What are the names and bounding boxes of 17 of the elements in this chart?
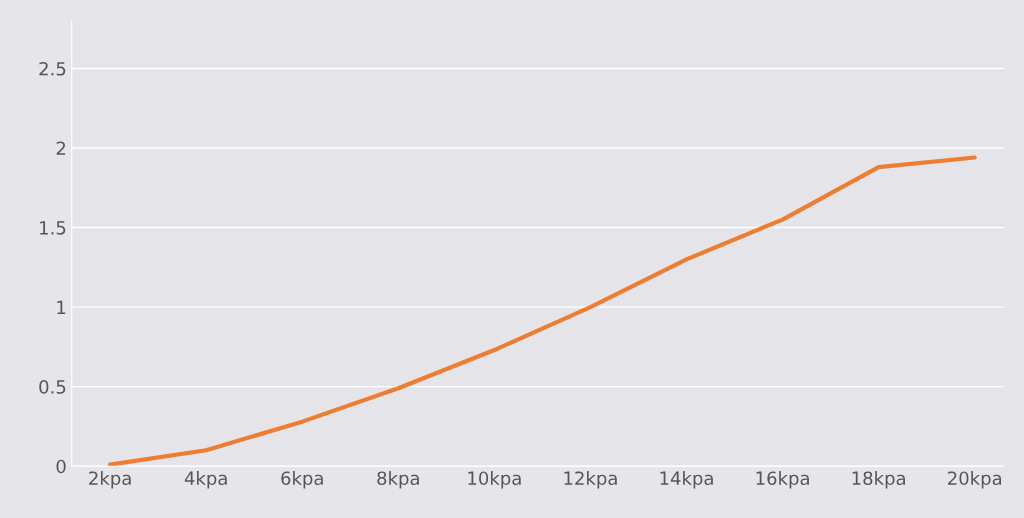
x-tick-label: 16kpa <box>756 471 809 489</box>
y-tick-label: 1 <box>57 300 66 314</box>
x-tick-label: 12kpa <box>564 471 617 489</box>
y-tick-label: 0 <box>56 459 66 474</box>
x-tick-label: 4kpa <box>184 471 227 489</box>
line-series <box>108 155 977 467</box>
x-tick-label: 18kpa <box>852 471 905 489</box>
y-tick-label: 2 <box>56 141 66 155</box>
y-tick-label: 1.5 <box>40 221 66 235</box>
y-tick-label: 0.5 <box>39 380 66 394</box>
x-tick-label: 14kpa <box>660 471 713 489</box>
x-tick-label: 20kpa <box>948 471 1002 489</box>
x-tick-label: 10kpa <box>468 471 521 489</box>
x-tick-label: 2kpa <box>89 471 131 489</box>
x-tick-label: 6kpa <box>281 471 323 489</box>
y-tick-label: 2.5 <box>39 61 66 76</box>
x-tick-label: 8kpa <box>377 471 419 489</box>
